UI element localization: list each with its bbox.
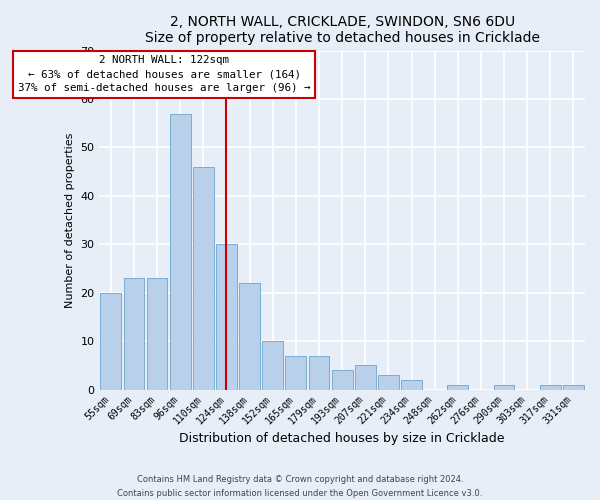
Bar [378,375,399,390]
Bar [494,384,514,390]
Text: 2 NORTH WALL: 122sqm
← 63% of detached houses are smaller (164)
37% of semi-deta: 2 NORTH WALL: 122sqm ← 63% of detached h… [18,56,310,94]
Bar [563,384,584,390]
Bar [308,356,329,390]
Bar [332,370,353,390]
Title: 2, NORTH WALL, CRICKLADE, SWINDON, SN6 6DU
Size of property relative to detached: 2, NORTH WALL, CRICKLADE, SWINDON, SN6 6… [145,15,539,45]
Bar [216,244,237,390]
Bar [448,384,468,390]
Bar [170,114,191,390]
Bar [262,341,283,390]
X-axis label: Distribution of detached houses by size in Cricklade: Distribution of detached houses by size … [179,432,505,445]
Bar [401,380,422,390]
Text: Contains HM Land Registry data © Crown copyright and database right 2024.
Contai: Contains HM Land Registry data © Crown c… [118,476,482,498]
Bar [100,292,121,390]
Bar [239,283,260,390]
Bar [193,167,214,390]
Bar [355,366,376,390]
Bar [286,356,306,390]
Y-axis label: Number of detached properties: Number of detached properties [65,132,75,308]
Bar [124,278,145,390]
Bar [540,384,561,390]
Bar [146,278,167,390]
